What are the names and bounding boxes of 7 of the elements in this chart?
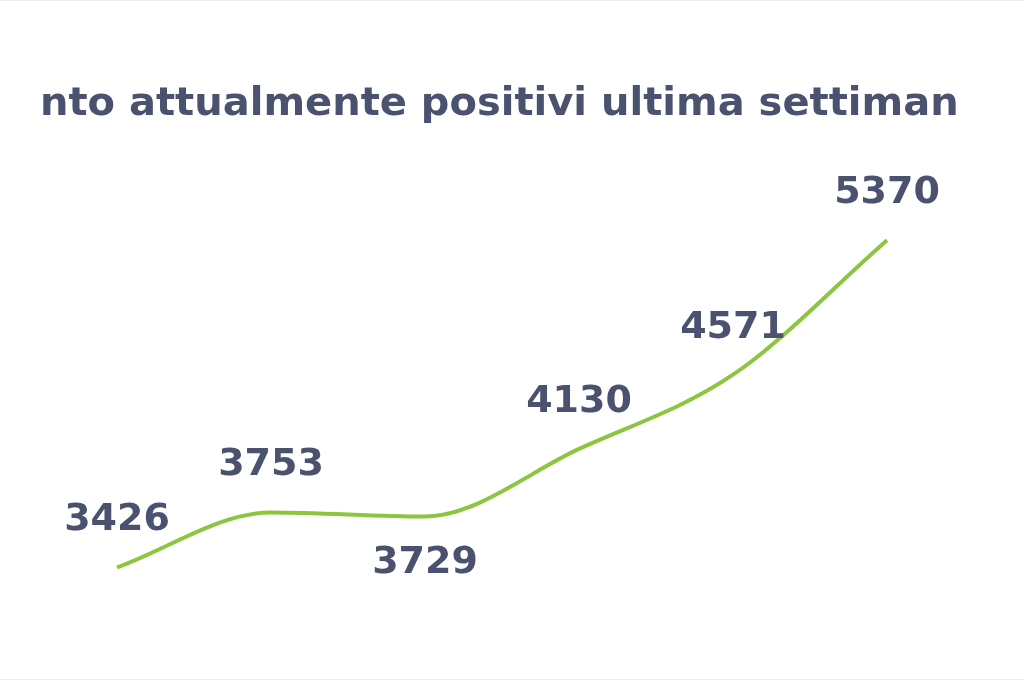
- data-label: 3729: [372, 538, 478, 583]
- data-label: 5370: [834, 168, 940, 213]
- data-label: 4130: [526, 376, 632, 421]
- data-label: 4571: [680, 302, 786, 347]
- data-label: 3753: [218, 440, 324, 485]
- chart-title: nto attualmente positivi ultima settiman: [40, 78, 959, 125]
- data-label: 3426: [64, 495, 170, 540]
